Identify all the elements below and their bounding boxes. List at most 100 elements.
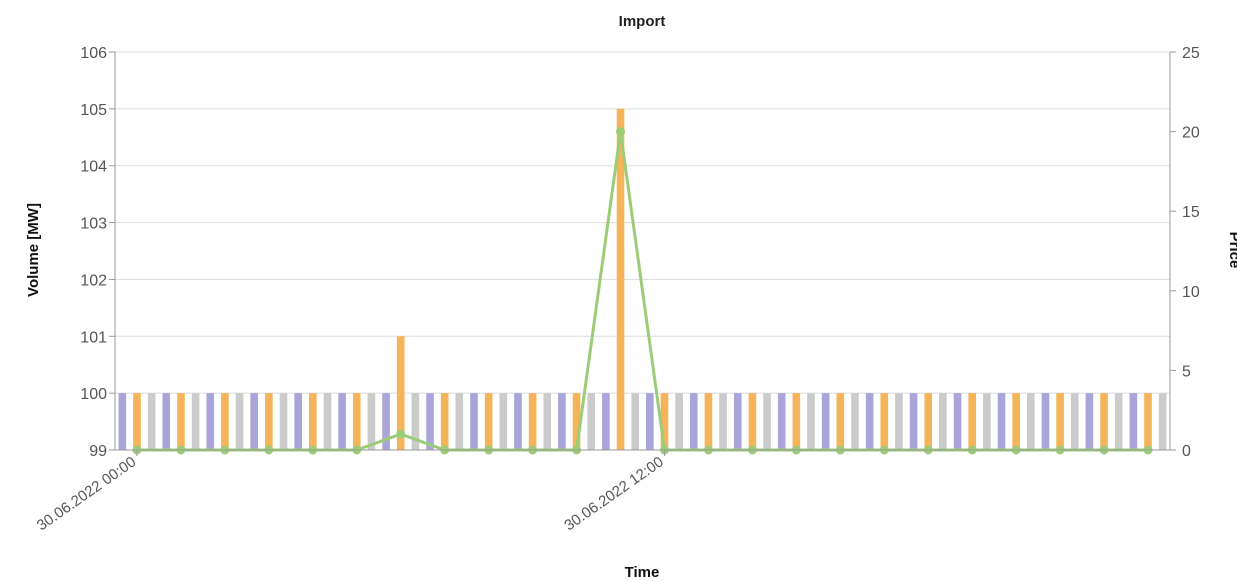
y-tick-label: 102 (80, 272, 107, 289)
bar-s2-10 (587, 393, 596, 450)
line-point-11 (616, 127, 626, 137)
bar-s2-6 (411, 393, 420, 450)
y2-axis-title: Price (1226, 232, 1237, 269)
y-tick-label: 105 (80, 102, 107, 119)
bar-s0-10 (558, 393, 566, 450)
bar-s0-5 (338, 393, 346, 450)
bar-s0-18 (909, 393, 918, 450)
y2-tick-label: 20 (1182, 125, 1200, 142)
bar-s0-21 (1041, 393, 1050, 450)
bar-s0-8 (470, 393, 478, 450)
bar-s0-0 (118, 393, 127, 450)
bar-s1-9 (528, 393, 537, 450)
bar-s2-7 (455, 393, 464, 450)
bar-s1-10 (572, 393, 581, 450)
bar-s2-15 (807, 393, 815, 450)
y-tick-label: 103 (80, 216, 107, 233)
bar-s0-1 (162, 393, 171, 450)
bar-s0-4 (294, 393, 302, 450)
bar-s2-16 (851, 393, 859, 450)
y-tick-label: 101 (80, 329, 107, 346)
bar-s0-20 (997, 393, 1006, 450)
axes (114, 52, 1171, 451)
x-axis-title: Time (625, 564, 660, 581)
bar-s1-23 (1144, 393, 1152, 450)
x-axis-ticks: 30.06.2022 00:00 30.06.2022 12:00 (34, 450, 667, 534)
bar-s1-11 (616, 108, 625, 451)
y-tick-label: 104 (80, 159, 107, 176)
bar-s1-6 (396, 336, 405, 450)
bar-s2-17 (895, 393, 903, 450)
bar-s1-16 (836, 393, 845, 450)
bar-s1-0 (133, 393, 141, 450)
bar-s0-14 (733, 393, 742, 450)
bar-s1-12 (660, 393, 669, 450)
chart-title: Import (619, 13, 666, 30)
bar-s1-1 (177, 393, 185, 450)
bar-s2-5 (367, 393, 376, 450)
bar-s0-17 (865, 393, 874, 450)
y-tick-label: 100 (80, 386, 107, 403)
x-tick-label: 30.06.2022 12:00 (561, 453, 666, 534)
y2-tick-label: 15 (1182, 204, 1200, 221)
line-series-0 (136, 130, 1149, 452)
bar-s2-1 (191, 393, 200, 450)
bar-s2-21 (1070, 393, 1079, 450)
grid (115, 51, 1170, 451)
bar-s2-8 (499, 393, 508, 450)
y-tick-label: 99 (89, 443, 107, 460)
bar-s0-9 (514, 393, 522, 450)
bar-s1-3 (265, 393, 273, 450)
bar-s1-20 (1012, 393, 1020, 450)
bar-s2-20 (1026, 393, 1035, 450)
bar-s1-4 (309, 393, 317, 450)
bar-s2-18 (939, 393, 947, 450)
bar-s0-15 (777, 393, 786, 450)
bar-s1-19 (968, 393, 976, 450)
bar-s1-2 (221, 393, 229, 450)
bar-s2-2 (235, 393, 244, 450)
bar-s2-11 (631, 393, 639, 450)
y2-tick-label: 0 (1182, 443, 1191, 460)
bar-s1-18 (924, 393, 933, 450)
x-tick-label: 30.06.2022 00:00 (34, 453, 139, 534)
bar-s1-17 (880, 393, 889, 450)
y2-axis-ticks: 0 5 10 15 20 25 (1170, 45, 1200, 460)
bar-s1-8 (484, 393, 493, 450)
bar-s0-11 (602, 393, 610, 450)
bar-s2-13 (719, 393, 727, 450)
bar-s2-4 (323, 393, 332, 450)
y2-tick-label: 10 (1182, 284, 1200, 301)
bar-s2-19 (983, 393, 991, 450)
bar-s0-16 (821, 393, 830, 450)
y-axis-ticks: 99 100 101 102 103 104 105 106 (80, 45, 115, 460)
bar-s1-15 (792, 393, 801, 450)
bar-s0-7 (426, 393, 434, 450)
line-point-6 (396, 429, 406, 439)
bar-s0-13 (689, 393, 698, 450)
bar-s1-21 (1056, 393, 1064, 450)
y-tick-label: 106 (80, 45, 107, 62)
bar-s1-5 (352, 393, 361, 450)
bar-s1-7 (440, 393, 449, 450)
bar-s0-12 (646, 393, 654, 450)
y2-tick-label: 25 (1182, 45, 1200, 62)
y2-tick-label: 5 (1182, 363, 1191, 380)
bar-s2-0 (147, 393, 156, 450)
bar-s0-3 (250, 393, 259, 450)
bar-s0-23 (1129, 393, 1138, 450)
bar-s1-14 (748, 393, 757, 450)
bar-s2-9 (543, 393, 552, 450)
y-axis-title: Volume [MW] (25, 203, 42, 297)
bar-s2-23 (1158, 393, 1167, 450)
bar-s0-6 (382, 393, 390, 450)
bar-s2-12 (675, 393, 683, 450)
bars (118, 108, 1167, 451)
bar-s1-22 (1100, 393, 1108, 450)
bar-s2-22 (1114, 393, 1123, 450)
bar-s0-2 (206, 393, 215, 450)
bar-s2-3 (279, 393, 288, 450)
bar-s2-14 (763, 393, 771, 450)
bar-s0-22 (1085, 393, 1094, 450)
